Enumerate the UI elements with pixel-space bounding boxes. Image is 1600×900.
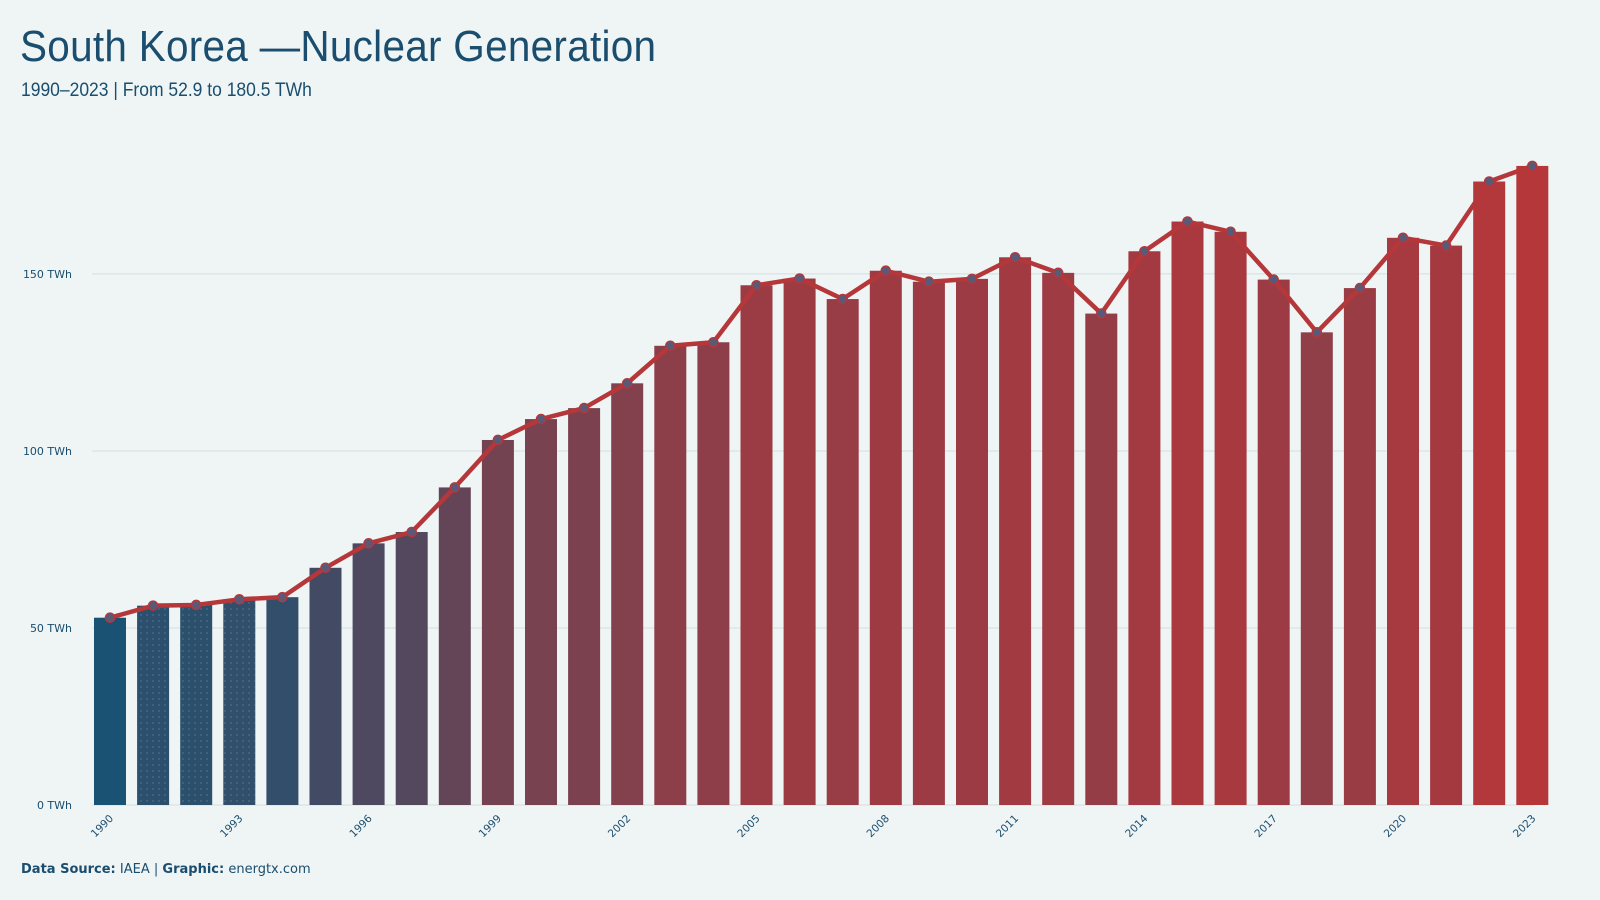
bar-2020	[1387, 237, 1419, 805]
bar-2000	[525, 419, 557, 805]
bar-1994	[266, 597, 299, 805]
bar-2016	[1214, 231, 1247, 805]
point-2007	[837, 293, 849, 305]
y-tick-label: 150 TWh	[23, 268, 72, 281]
point-1990	[104, 612, 116, 624]
y-tick-label: 0 TWh	[37, 799, 72, 812]
point-2022	[1483, 176, 1495, 187]
bars	[94, 165, 1549, 806]
x-tick-label: 2014	[1123, 812, 1151, 840]
bar-2001	[568, 408, 601, 805]
bar-2015	[1171, 221, 1204, 805]
bar-1996	[352, 543, 385, 805]
point-2005	[751, 279, 762, 291]
point-1993	[233, 593, 245, 605]
bar-2013	[1085, 313, 1118, 805]
bar-2008	[869, 270, 902, 805]
point-2001	[578, 402, 590, 414]
bar-2022	[1473, 181, 1506, 805]
point-1995	[320, 562, 331, 574]
bar-2018	[1300, 332, 1333, 805]
point-2023	[1527, 160, 1538, 172]
trend-line	[109, 163, 1534, 620]
point-2018	[1311, 327, 1323, 338]
x-tick-label: 2011	[994, 813, 1021, 840]
bar-2004	[697, 342, 730, 805]
point-2020	[1397, 232, 1409, 244]
x-tick-label: 2002	[606, 813, 633, 840]
bar-2003	[654, 345, 687, 805]
x-tick-label: 1999	[477, 813, 504, 840]
x-axis: 1990 1993 1996 1999 2002 2005 2008 2011 2014 2017…	[89, 812, 1539, 840]
point-2011	[1009, 251, 1021, 263]
bar-texture-1993	[223, 599, 256, 805]
point-2002	[621, 378, 633, 389]
graphic-value: energtx.com	[228, 862, 311, 877]
point-2008	[880, 265, 892, 277]
y-tick-label: 100 TWh	[23, 445, 72, 458]
point-2014	[1139, 245, 1150, 257]
trend-polyline	[109, 163, 1534, 620]
point-2016	[1225, 226, 1236, 238]
source-label: Data Source:	[21, 862, 116, 877]
chart-subtitle: 1990–2023 | From 52.9 to 180.5 TWh	[21, 80, 312, 101]
bar-2014	[1128, 251, 1161, 805]
point-2000	[535, 413, 547, 425]
bar-texture-1992	[180, 604, 213, 805]
point-2015	[1182, 216, 1193, 227]
point-2021	[1440, 240, 1452, 251]
bar-2012	[1042, 272, 1075, 805]
source-value: IAEA	[119, 862, 150, 877]
bar-2021	[1430, 245, 1463, 805]
bar-2005	[740, 285, 773, 805]
y-tick-label: 50 TWh	[30, 622, 72, 635]
point-2003	[665, 340, 676, 352]
x-tick-label: 2008	[865, 813, 892, 840]
point-2017	[1268, 274, 1279, 285]
x-tick-label: 2005	[735, 813, 762, 840]
point-1997	[406, 526, 418, 538]
bar-1997	[395, 532, 428, 805]
x-tick-label: 1993	[218, 813, 245, 840]
bar-2009	[912, 281, 945, 805]
bar-2011	[999, 257, 1032, 805]
point-2013	[1096, 308, 1107, 319]
data-points	[104, 160, 1538, 624]
x-tick-label: 1990	[89, 813, 116, 840]
bar-1998	[438, 487, 471, 805]
bar-2019	[1343, 288, 1376, 806]
y-axis: 0 TWh 50 TWh 100 TWh 150 TWh	[23, 268, 72, 812]
point-1994	[277, 591, 288, 603]
x-tick-label: 2023	[1511, 813, 1538, 840]
bar-2007	[826, 299, 859, 805]
bar-2002	[611, 383, 644, 805]
bar-2017	[1257, 279, 1290, 806]
point-1998	[449, 482, 461, 493]
graphic-label: Graphic:	[162, 862, 225, 877]
bar-1990	[94, 617, 126, 805]
point-1999	[492, 434, 504, 446]
bar-2023	[1516, 165, 1549, 805]
bar-1999	[481, 439, 514, 805]
point-2012	[1052, 267, 1064, 279]
bar-2006	[783, 278, 816, 805]
x-tick-label: 2020	[1382, 813, 1409, 840]
point-1996	[363, 538, 374, 549]
footer-credits: Data Source: IAEA | Graphic: energtx.com	[21, 862, 311, 877]
x-tick-label: 2017	[1252, 813, 1279, 840]
point-2006	[794, 273, 805, 284]
point-1992	[190, 599, 202, 611]
point-1991	[147, 600, 159, 611]
chart-title: South Korea —Nuclear Generation	[20, 22, 657, 71]
bar-texture-1991	[137, 605, 170, 805]
point-2004	[708, 336, 719, 348]
x-tick-label: 1996	[347, 812, 375, 840]
point-2009	[923, 276, 935, 288]
point-2019	[1354, 282, 1366, 294]
point-2010	[966, 273, 978, 285]
bar-1995	[309, 567, 342, 805]
bar-2010	[956, 278, 988, 805]
footer-separator: |	[153, 862, 159, 877]
